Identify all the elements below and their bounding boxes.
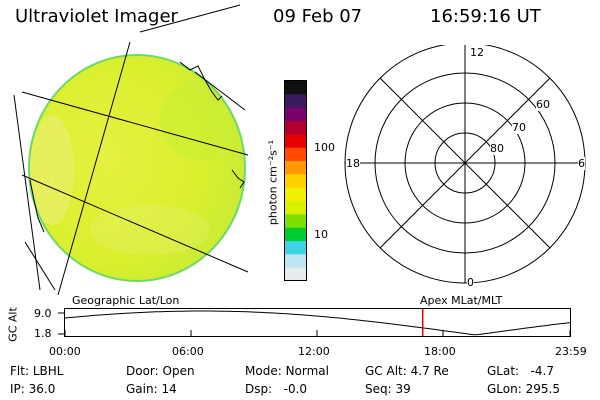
status-glon: GLon: 295.5: [487, 382, 560, 396]
alt-tick-low: 1.8: [34, 327, 52, 340]
colorbar-stripe: [284, 93, 307, 108]
status-filter: Flt: LBHL: [10, 364, 64, 378]
colorbar-stripe: [284, 133, 307, 148]
time-tick-2: 12:00: [298, 345, 330, 358]
lat-label-70: 70: [512, 121, 526, 134]
altitude-curve: [64, 310, 571, 336]
alt-tick-high: 9.0: [34, 307, 52, 320]
date-label: 09 Feb 07: [273, 6, 363, 27]
lat-label-60: 60: [536, 98, 550, 111]
status-mode: Mode: Normal: [245, 364, 329, 378]
status-gc-alt: GC Alt: 4.7 Re: [365, 364, 449, 378]
time-tick-0: 00:00: [49, 345, 81, 358]
orbit-track-plot: [58, 308, 571, 337]
instrument-title: Ultraviolet Imager: [15, 6, 178, 27]
colorbar-stripe: [284, 120, 307, 135]
status-door: Door: Open: [126, 364, 195, 378]
mlt-label-right: 6: [578, 157, 585, 170]
mlt-label-left: 18: [346, 157, 360, 170]
colorbar-stripe: [284, 160, 307, 175]
time-tick-3: 18:00: [424, 345, 456, 358]
geographic-grid-label: Geographic Lat/Lon: [72, 294, 180, 307]
colorbar-stripe: [284, 187, 307, 201]
colorbar-stripe: [284, 147, 307, 161]
uv-earth-image: [13, 4, 249, 295]
mlt-label-top: 12: [470, 46, 484, 59]
colorbar-stripes: [284, 80, 307, 281]
time-tick-1: 06:00: [172, 345, 204, 358]
status-seq: Seq: 39: [365, 382, 411, 396]
colorbar-stripe: [284, 240, 307, 255]
lat-label-80: 80: [490, 142, 504, 155]
status-ip: IP: 36.0: [10, 382, 56, 396]
mlt-label-bottom: 0: [467, 276, 474, 289]
colorbar-stripe: [284, 227, 307, 241]
colorbar-stripe: [284, 213, 307, 228]
apex-grid-label: Apex MLat/MLT: [420, 294, 503, 307]
colorbar-stripe: [284, 107, 307, 121]
colorbar-stripe: [284, 267, 307, 281]
colorbar-stripe: [284, 80, 307, 95]
time-tick-4: 23:59: [555, 345, 587, 358]
colorbar-stripe: [284, 200, 307, 215]
polar-plot: [344, 45, 586, 284]
status-dsp: Dsp: -0.0: [245, 382, 308, 396]
colorbar-tick-10: 10: [314, 228, 328, 241]
time-label: 16:59:16 UT: [430, 6, 541, 27]
altitude-axis-title: GC Alt: [6, 307, 20, 342]
colorbar-unit-label: photon cm⁻²s⁻¹: [266, 139, 280, 226]
status-glat: GLat: -4.7: [487, 364, 554, 378]
status-gain: Gain: 14: [126, 382, 177, 396]
colorbar: [284, 80, 307, 281]
colorbar-stripe: [284, 173, 307, 188]
colorbar-tick-100: 100: [314, 141, 335, 154]
colorbar-stripe: [284, 253, 307, 268]
